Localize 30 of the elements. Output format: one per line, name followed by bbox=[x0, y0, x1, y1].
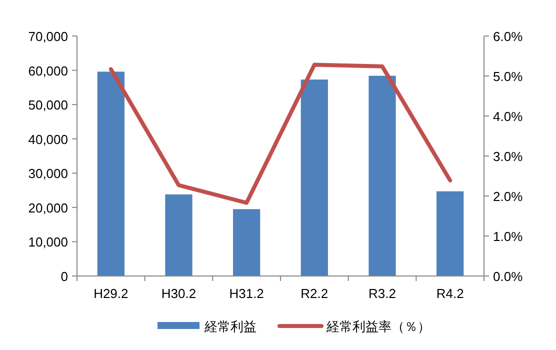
bar bbox=[97, 72, 124, 276]
legend-label: 経常利益率（％） bbox=[326, 319, 430, 334]
x-tick-label: R4.2 bbox=[436, 286, 464, 301]
y-tick-label: 40,000 bbox=[28, 132, 68, 147]
y-tick-label: 20,000 bbox=[28, 200, 68, 216]
bar bbox=[300, 80, 328, 276]
y2-tick-label: 1.0% bbox=[493, 229, 524, 244]
y2-tick-label: 3.0% bbox=[493, 149, 524, 164]
y-tick-label: 0 bbox=[60, 269, 68, 284]
x-tick-label: R2.2 bbox=[300, 286, 328, 301]
x-tick-label: H30.2 bbox=[161, 286, 196, 301]
line-series bbox=[108, 62, 452, 205]
y-tick-label: 30,000 bbox=[28, 166, 68, 182]
y-tick-label: 60,000 bbox=[28, 63, 68, 78]
bar bbox=[165, 194, 192, 276]
legend-label: 経常利益 bbox=[204, 319, 256, 334]
y-tick-label: 10,000 bbox=[28, 234, 68, 250]
y2-tick-label: 6.0% bbox=[493, 29, 524, 44]
y-tick-label: 70,000 bbox=[28, 29, 68, 44]
bar bbox=[436, 191, 464, 276]
y2-tick-label: 0.0% bbox=[493, 269, 524, 284]
y2-tick-label: 2.0% bbox=[493, 189, 524, 204]
y2-tick-label: 5.0% bbox=[493, 69, 524, 84]
y-tick-label: 50,000 bbox=[28, 98, 68, 113]
bar bbox=[233, 209, 260, 276]
bar bbox=[368, 76, 396, 276]
x-tick-label: H29.2 bbox=[94, 286, 128, 301]
x-tick-label: R3.2 bbox=[368, 286, 396, 301]
x-tick-label: H31.2 bbox=[229, 286, 264, 301]
y2-tick-label: 4.0% bbox=[493, 109, 524, 124]
